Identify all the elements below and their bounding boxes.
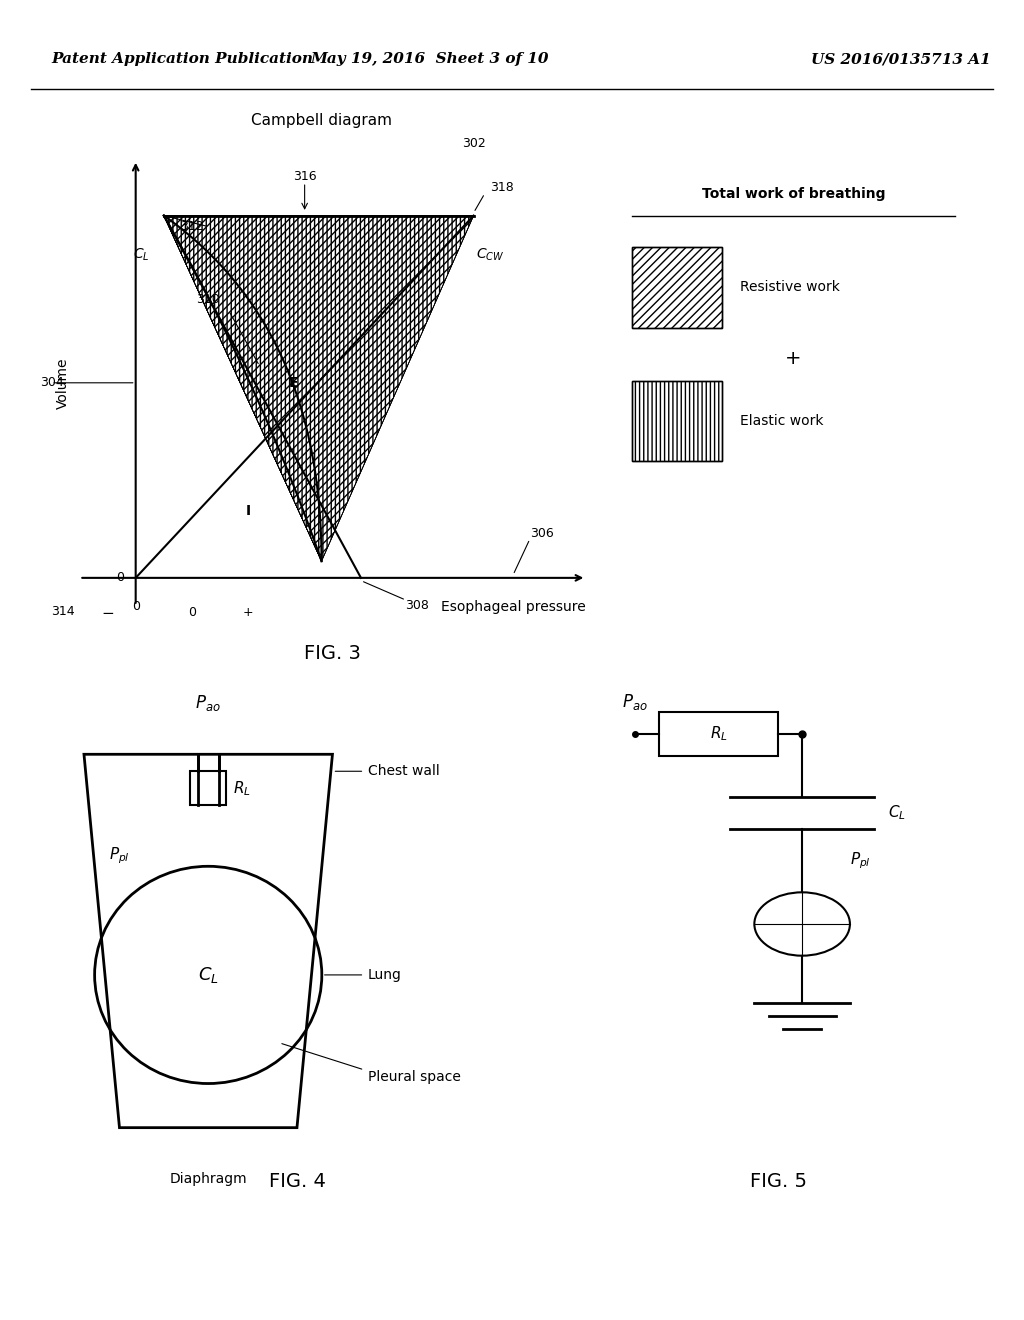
Text: FIG. 3: FIG. 3 [304, 644, 361, 663]
Text: Elastic work: Elastic work [739, 414, 823, 428]
Text: FIG. 5: FIG. 5 [750, 1172, 807, 1191]
FancyBboxPatch shape [632, 381, 722, 461]
Text: 316: 316 [293, 170, 316, 183]
Text: US 2016/0135713 A1: US 2016/0135713 A1 [811, 53, 991, 66]
Bar [190, 771, 226, 805]
Text: Campbell diagram: Campbell diagram [251, 114, 392, 128]
Text: +: + [785, 350, 802, 368]
Text: Volume: Volume [55, 356, 70, 409]
Text: 308: 308 [406, 599, 429, 612]
Text: Diaphragm: Diaphragm [169, 1172, 247, 1185]
Bar [658, 711, 778, 756]
Text: $R_L$: $R_L$ [710, 725, 727, 743]
Text: 318: 318 [490, 181, 514, 194]
Text: Pleural space: Pleural space [368, 1069, 461, 1084]
Text: FIG. 4: FIG. 4 [268, 1172, 326, 1191]
Text: E: E [289, 376, 298, 389]
Text: I: I [246, 504, 251, 517]
Text: 312: 312 [179, 220, 203, 234]
Text: 314: 314 [50, 605, 75, 618]
Text: $P_{pl}$: $P_{pl}$ [109, 846, 130, 866]
Text: Chest wall: Chest wall [368, 764, 439, 779]
Text: 306: 306 [530, 527, 554, 540]
Text: 302: 302 [462, 137, 485, 149]
Text: Resistive work: Resistive work [739, 280, 840, 294]
FancyBboxPatch shape [632, 247, 722, 327]
Polygon shape [164, 215, 322, 561]
Text: $C_L$: $C_L$ [888, 804, 906, 822]
Text: $C_L$: $C_L$ [133, 247, 150, 263]
Polygon shape [164, 215, 473, 561]
Text: −: − [101, 606, 114, 620]
Text: Esophageal pressure: Esophageal pressure [441, 601, 586, 614]
Text: 0: 0 [117, 572, 125, 585]
Text: +: + [243, 606, 254, 619]
Text: $C_L$: $C_L$ [198, 965, 219, 985]
Text: $P_{ao}$: $P_{ao}$ [196, 693, 221, 713]
Text: May 19, 2016  Sheet 3 of 10: May 19, 2016 Sheet 3 of 10 [311, 53, 549, 66]
Text: 310: 310 [197, 293, 220, 306]
Text: $P_{ao}$: $P_{ao}$ [622, 692, 648, 713]
Text: 0: 0 [188, 606, 196, 619]
Text: Lung: Lung [368, 968, 401, 982]
Text: Patent Application Publication: Patent Application Publication [51, 53, 313, 66]
Text: $R_L$: $R_L$ [233, 779, 251, 797]
Text: 304: 304 [40, 376, 63, 389]
Text: Total work of breathing: Total work of breathing [701, 187, 886, 201]
Text: $P_{pl}$: $P_{pl}$ [850, 850, 870, 871]
Text: $C_{CW}$: $C_{CW}$ [476, 247, 505, 263]
Text: 0: 0 [132, 601, 139, 614]
